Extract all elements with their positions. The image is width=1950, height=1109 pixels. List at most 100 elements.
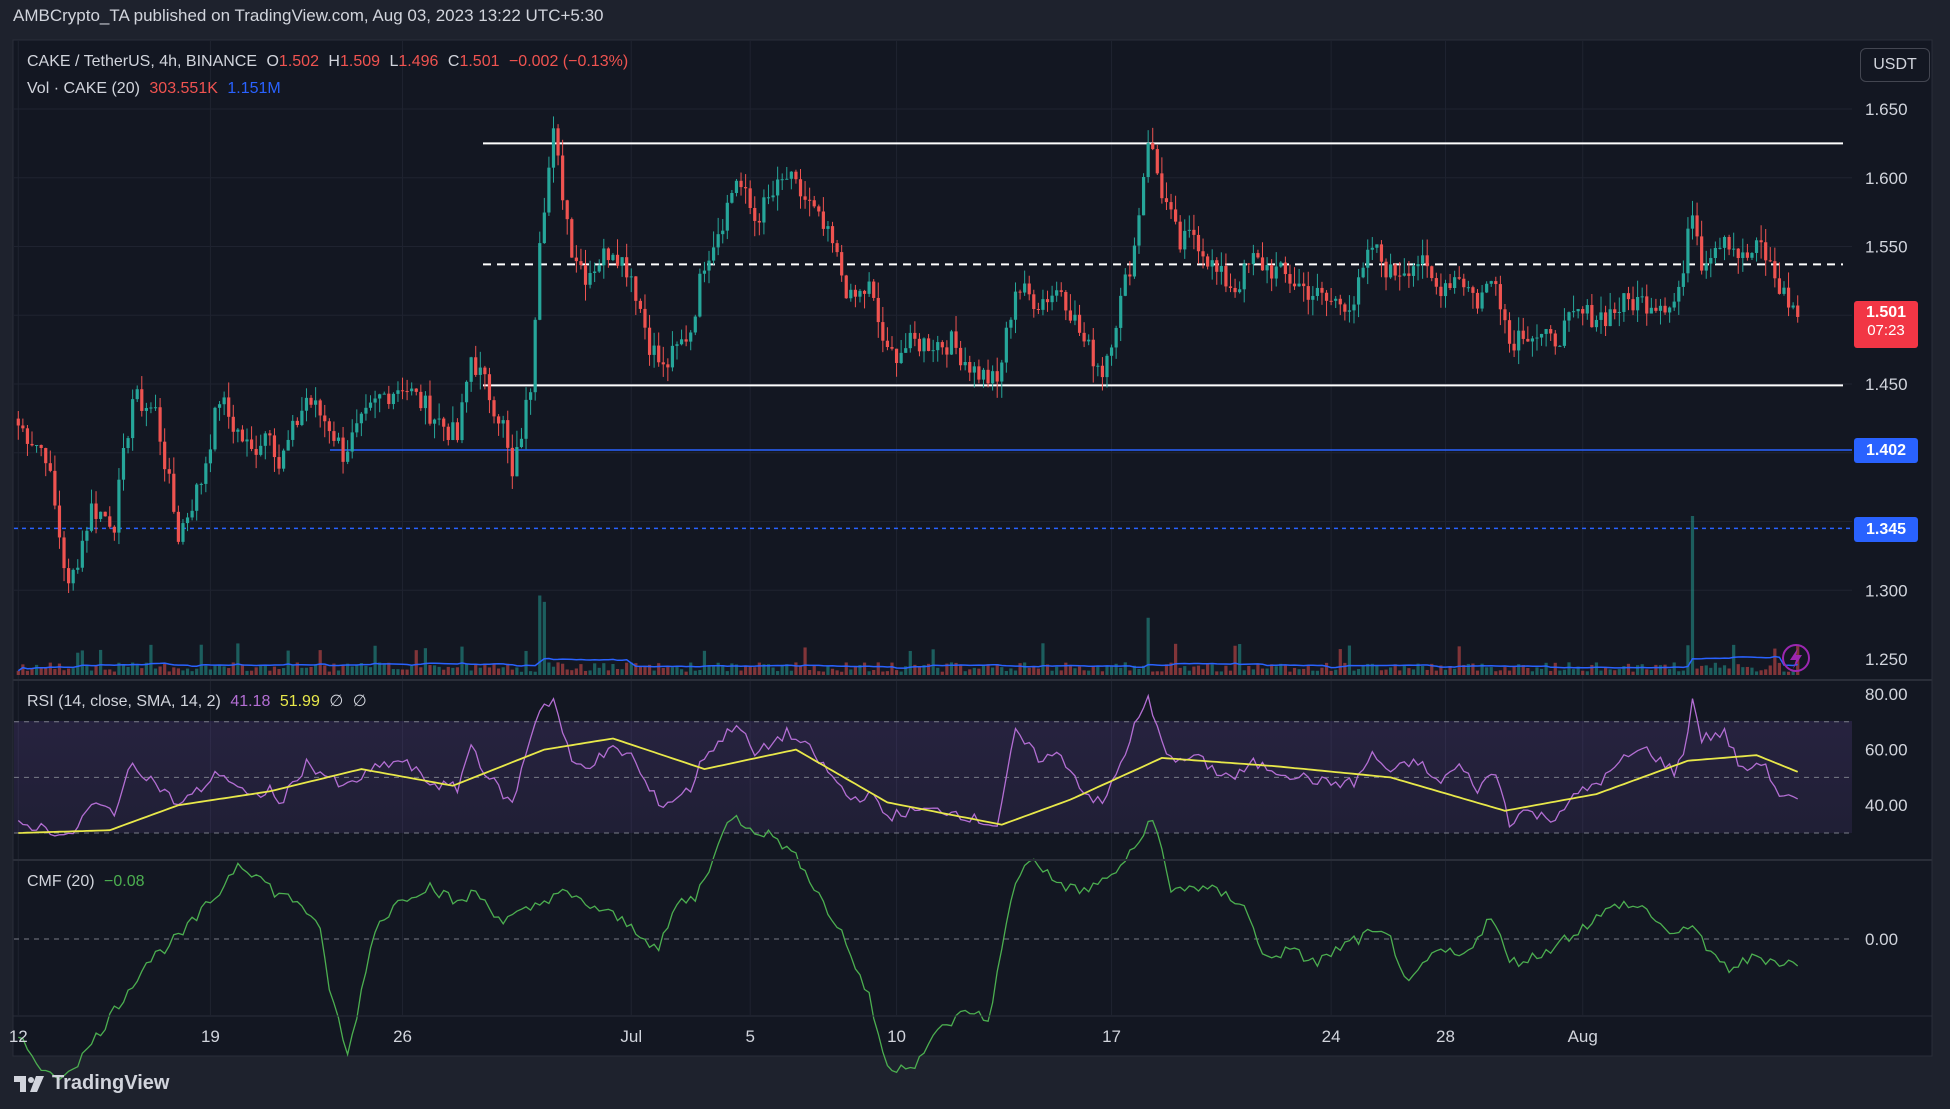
volume-bar xyxy=(1636,665,1640,675)
candle-body xyxy=(368,402,373,408)
volume-bar xyxy=(1141,665,1146,675)
candle-body xyxy=(748,188,752,208)
volume-bar xyxy=(135,665,139,675)
volume-bar xyxy=(1297,669,1301,675)
volume-bar xyxy=(1324,662,1329,675)
candle-body xyxy=(1000,362,1004,382)
volume-bar xyxy=(620,669,624,675)
cmf-label[interactable]: CMF (20) xyxy=(27,873,95,890)
volume-ma-value: 1.151M xyxy=(227,80,281,97)
volume-bar xyxy=(204,665,208,675)
candle-body xyxy=(698,273,702,317)
candle-body xyxy=(661,362,665,365)
volume-bar xyxy=(185,668,190,675)
candle-body xyxy=(327,421,331,432)
candle-body xyxy=(853,289,857,297)
volume-bar xyxy=(1686,645,1690,675)
volume-bar xyxy=(446,666,450,675)
candle-body xyxy=(364,407,368,414)
volume-bar xyxy=(1114,663,1118,675)
volume-bar xyxy=(460,646,464,675)
candle-body xyxy=(1722,237,1727,248)
candle-body xyxy=(1288,274,1292,284)
candle-body xyxy=(1786,287,1791,308)
candle-body xyxy=(1571,311,1576,313)
volume-bar xyxy=(259,664,263,675)
volume-bar xyxy=(1238,644,1242,675)
volume-bar xyxy=(25,670,30,675)
date-tick-label: 24 xyxy=(1322,1027,1341,1046)
candle-body xyxy=(67,568,71,584)
rsi-label[interactable]: RSI (14, close, SMA, 14, 2) xyxy=(27,693,221,710)
candle-body xyxy=(112,526,116,533)
candle-body xyxy=(1640,296,1644,298)
volume-bar xyxy=(1347,645,1352,675)
candle-body xyxy=(821,211,825,229)
candle-body xyxy=(1347,310,1352,312)
candle-body xyxy=(1466,287,1470,289)
candle-body xyxy=(1329,300,1333,302)
candle-body xyxy=(89,503,94,531)
candle-body xyxy=(945,347,949,355)
candle-body xyxy=(1430,266,1434,279)
candle-body xyxy=(597,265,601,272)
ohlc-open: O1.502 xyxy=(266,53,319,70)
volume-label[interactable]: Vol · CAKE (20) xyxy=(27,80,140,97)
volume-bar xyxy=(1311,670,1315,675)
candle-body xyxy=(1462,278,1466,288)
volume-bar xyxy=(451,667,455,675)
volume-bar xyxy=(1018,663,1022,675)
volume-bar xyxy=(826,666,830,675)
candle-body xyxy=(757,220,761,223)
volume-bar xyxy=(140,668,144,675)
volume-bar xyxy=(904,666,908,675)
candle-body xyxy=(1741,252,1745,259)
candle-body xyxy=(1759,240,1763,243)
volume-bar xyxy=(1215,671,1219,675)
tradingview-logo[interactable]: TradingView xyxy=(14,1072,169,1095)
candle-body xyxy=(1027,283,1031,295)
candle-body xyxy=(163,441,167,470)
price-tick-label: 1.550 xyxy=(1865,238,1908,257)
candle-body xyxy=(734,180,739,193)
volume-bar xyxy=(615,669,620,675)
candle-body xyxy=(1517,330,1521,351)
candle-body xyxy=(1265,265,1269,271)
candle-body xyxy=(666,364,670,368)
candle-body xyxy=(1091,339,1095,367)
candle-body xyxy=(1608,309,1612,327)
volume-bar xyxy=(881,671,885,675)
volume-bar xyxy=(1654,664,1658,675)
candle-body xyxy=(1777,278,1782,294)
candle-body xyxy=(840,252,844,276)
volume-bar xyxy=(1466,663,1470,675)
lightning-icon[interactable] xyxy=(1782,644,1810,672)
volume-bar xyxy=(1530,671,1535,675)
candle-body xyxy=(1521,330,1525,339)
candle-body xyxy=(1196,234,1201,252)
candle-body xyxy=(153,407,158,409)
volume-bar xyxy=(844,662,848,675)
volume-bar xyxy=(231,662,235,675)
candle-body xyxy=(542,212,546,244)
volume-bar xyxy=(1137,668,1141,675)
candle-body xyxy=(1388,264,1393,278)
volume-bar xyxy=(917,667,922,675)
volume-bar xyxy=(771,667,775,675)
volume-bar xyxy=(1306,664,1310,675)
candle-body xyxy=(538,243,542,320)
symbol-label[interactable]: CAKE / TetherUS, 4h, BINANCE xyxy=(27,53,258,70)
volume-ma-line xyxy=(17,655,1798,672)
currency-button[interactable]: USDT xyxy=(1860,48,1930,82)
candle-body xyxy=(1704,263,1708,271)
candle-body xyxy=(16,418,20,426)
volume-bar xyxy=(597,667,601,675)
volume-bar xyxy=(1489,667,1493,675)
date-tick-label: 28 xyxy=(1436,1027,1455,1046)
volume-bar xyxy=(1091,666,1095,675)
candle-body xyxy=(1009,319,1013,328)
candle-body xyxy=(551,128,556,168)
volume-bar xyxy=(1700,665,1704,675)
candle-body xyxy=(76,567,80,570)
